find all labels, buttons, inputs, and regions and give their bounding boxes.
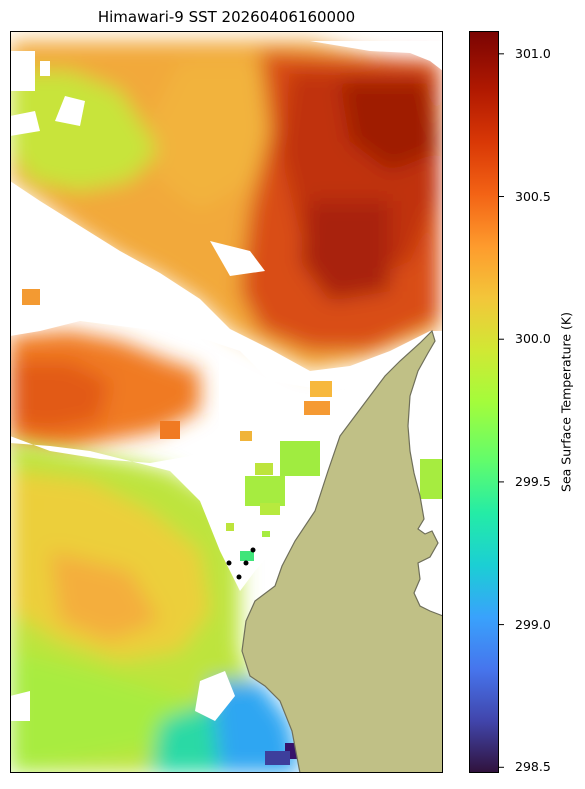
colorbar-tick-label: 300.0 (515, 331, 551, 347)
colorbar-tick-label: 299.5 (515, 473, 551, 489)
colorbar-tick-label: 298.5 (515, 759, 551, 775)
station-marker (250, 547, 256, 553)
station-marker (243, 560, 249, 566)
station-markers (226, 547, 256, 580)
sst-patches (22, 289, 442, 765)
sst-field-north (10, 41, 440, 371)
map-title: Himawari-9 SST 20260406160000 (97, 8, 356, 26)
sst-map (10, 31, 443, 773)
colorbar-tick-label: 299.0 (515, 616, 551, 632)
coastline-land (241, 329, 443, 773)
colorbar (469, 31, 504, 773)
map-border (10, 31, 443, 773)
colorbar-tick-label: 301.0 (515, 45, 551, 61)
station-marker (236, 574, 242, 580)
station-marker (226, 560, 232, 566)
colorbar-label: Sea Surface Temperature (K) (558, 312, 574, 492)
colorbar-tick-label: 300.5 (515, 188, 551, 204)
sst-field-south (10, 441, 300, 773)
colorbar-svg (469, 31, 504, 773)
colorbar-border (469, 31, 499, 773)
colorbar-gradient (469, 31, 499, 773)
sst-map-svg (10, 31, 443, 773)
colorbar-ticks (499, 53, 504, 768)
sst-field-middle (10, 331, 200, 451)
